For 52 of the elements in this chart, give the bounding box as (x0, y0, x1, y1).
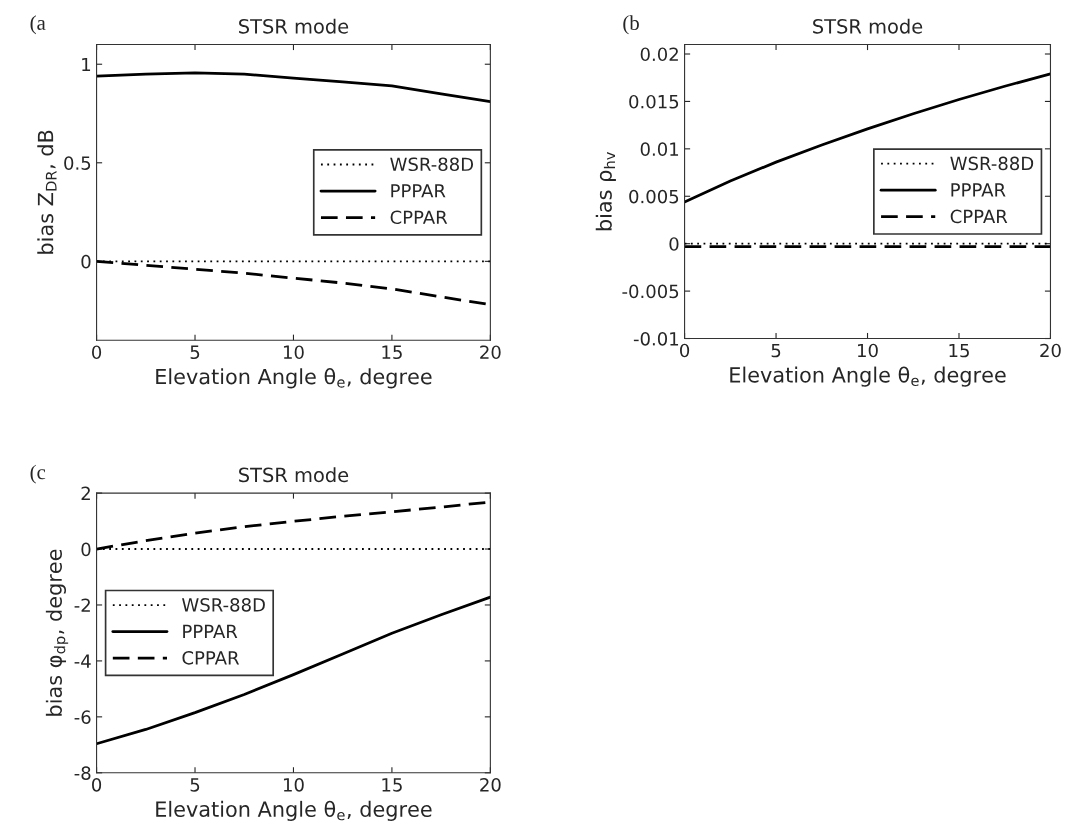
legend-label: PPPAR (951, 183, 1006, 197)
legend-label: PPPAR (391, 184, 446, 198)
x-tick-label: 15 (382, 345, 402, 360)
legend-label: WSR-88D (182, 598, 265, 612)
x-tick-label: 20 (480, 777, 501, 792)
y-axis-title: bias φ$_{dp}$, degree (45, 549, 69, 716)
x-tick-label: 20 (1040, 343, 1061, 358)
legend-label: CPPAR (390, 210, 448, 225)
legend-label: CPPAR (950, 209, 1008, 224)
y-tick-label: 0 (81, 542, 91, 557)
x-tick-label: 5 (190, 778, 200, 792)
x-tick-label: 0 (680, 343, 690, 358)
x-tick-label: 10 (283, 777, 304, 792)
text: (a (30, 15, 46, 35)
x-tick-label: 0 (92, 777, 102, 792)
text: (c (30, 464, 46, 484)
chart-title: STSR mode (813, 18, 923, 34)
y-tick-label: -4 (74, 654, 91, 668)
legend-label: CPPAR (182, 651, 240, 665)
chart-title: STSR mode (239, 18, 349, 34)
y-tick-label: -6 (74, 710, 91, 724)
x-tick-label: 20 (480, 345, 501, 360)
y-tick-label: 0.02 (640, 47, 678, 62)
y-tick-label: 0 (81, 254, 91, 269)
y-tick-label: -0.005 (622, 284, 679, 299)
y-tick-label: 0.01 (640, 142, 679, 156)
y-tick-label: -0.01 (633, 331, 679, 346)
text: (b (623, 15, 639, 35)
x-tick-label: 10 (858, 343, 878, 358)
x-axis-title: Elevation Angle θ$_{e}$, degree (156, 368, 432, 389)
legend-label: WSR-88D (950, 156, 1034, 171)
y-tick-label: 0 (669, 237, 679, 251)
x-tick-label: 15 (949, 343, 969, 358)
chart-title: STSR mode (239, 467, 349, 483)
y-axis-title: bias Z$_{DR}$, dB (37, 130, 57, 254)
y-tick-label: 0.005 (629, 189, 679, 204)
legend-label: WSR-88D (390, 157, 474, 172)
y-tick-label: -2 (74, 598, 90, 612)
x-tick-label: 5 (771, 343, 781, 358)
x-tick-label: 10 (283, 345, 304, 360)
x-tick-label: 5 (190, 345, 200, 360)
x-axis-title: Elevation Angle θ$_{e}$, degree (730, 366, 1006, 387)
y-tick-label: 0.015 (629, 94, 679, 109)
y-tick-label: -8 (74, 766, 91, 780)
y-tick-label: 0.5 (64, 156, 91, 170)
x-axis-title: Elevation Angle θ$_{e}$, degree (156, 800, 432, 822)
x-tick-label: 15 (382, 778, 402, 792)
y-tick-label: 2 (81, 486, 90, 500)
x-tick-label: 0 (92, 345, 102, 360)
legend-label: PPPAR (183, 624, 238, 638)
y-axis-title: bias ρ$_{hv}$ (595, 152, 616, 231)
y-tick-label: 1 (82, 57, 91, 72)
